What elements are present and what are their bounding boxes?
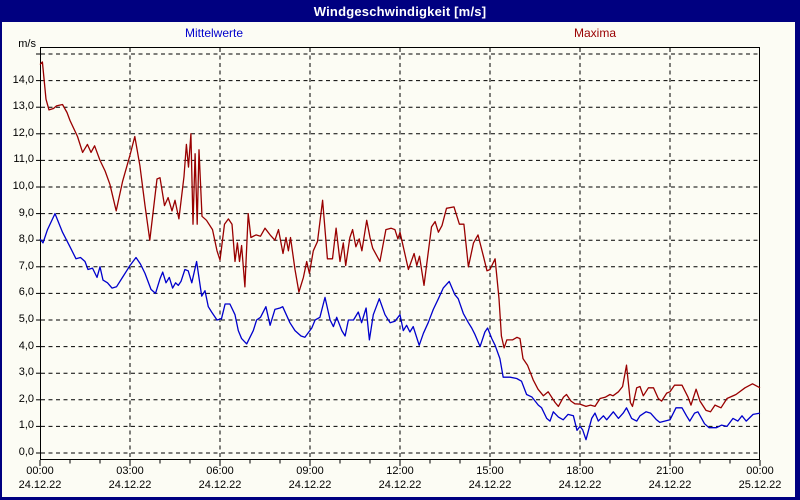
y-tick-label: 13,0 [12, 100, 34, 113]
wind-speed-chart [36, 47, 761, 466]
y-tick-label: 9,0 [18, 206, 34, 219]
y-tick-label: 7,0 [18, 259, 34, 272]
x-tick-date-label: 24.12.22 [468, 479, 512, 491]
y-tick-label: 11,0 [13, 153, 34, 166]
x-tick-time-label: 06:00 [206, 465, 234, 477]
y-tick-label: 14,0 [12, 73, 34, 86]
x-tick-date-label: 24.12.22 [558, 479, 602, 491]
y-tick-label: 1,0 [18, 419, 34, 432]
x-tick-time-label: 03:00 [116, 465, 144, 477]
x-tick-date-label: 24.12.22 [378, 479, 422, 491]
y-tick-label: 10,0 [12, 180, 34, 192]
y-tick-label: 2,0 [18, 392, 34, 405]
series-line-mittelwerte [39, 212, 761, 441]
y-tick-label: 8,0 [18, 233, 34, 246]
x-tick-time-label: 12:00 [386, 465, 414, 477]
series-line-maxima [39, 61, 761, 413]
x-tick-time-label: 09:00 [296, 465, 324, 477]
legend-label-maxima: Maxima [574, 26, 617, 40]
x-tick-date-label: 24.12.22 [198, 479, 242, 491]
y-tick-label: 4,0 [18, 339, 34, 352]
window-title: Windgeschwindigkeit [m/s] [313, 3, 487, 19]
legend-label-mittelwerte: Mittelwerte [185, 26, 244, 40]
y-tick-label: 0,0 [18, 446, 34, 458]
x-tick-time-label: 00:00 [746, 465, 774, 477]
y-tick-label: 3,0 [18, 366, 34, 379]
x-tick-time-label: 15:00 [476, 465, 504, 477]
x-tick-date-label: 25.12.22 [738, 479, 782, 491]
y-tick-label: 12,0 [12, 126, 34, 139]
chart-panel: Mittelwerte Maxima m/s 0,0 1,0 2,0 3,0 4,0 5,… [2, 22, 795, 497]
y-axis-unit-label: m/s [18, 38, 36, 50]
x-tick-time-label: 21:00 [656, 465, 684, 477]
x-tick-time-label: 00:00 [26, 465, 54, 477]
y-tick-label: 6,0 [18, 286, 34, 299]
x-tick-date-label: 24.12.22 [18, 479, 62, 491]
x-tick-date-label: 24.12.22 [288, 479, 332, 491]
x-tick-date-label: 24.12.22 [108, 479, 152, 491]
x-tick-date-label: 24.12.22 [648, 479, 692, 491]
title-bar: Windgeschwindigkeit [m/s] [0, 0, 800, 22]
x-tick-time-label: 18:00 [566, 465, 594, 477]
plot-border [40, 47, 760, 460]
y-tick-label: 5,0 [18, 313, 34, 325]
